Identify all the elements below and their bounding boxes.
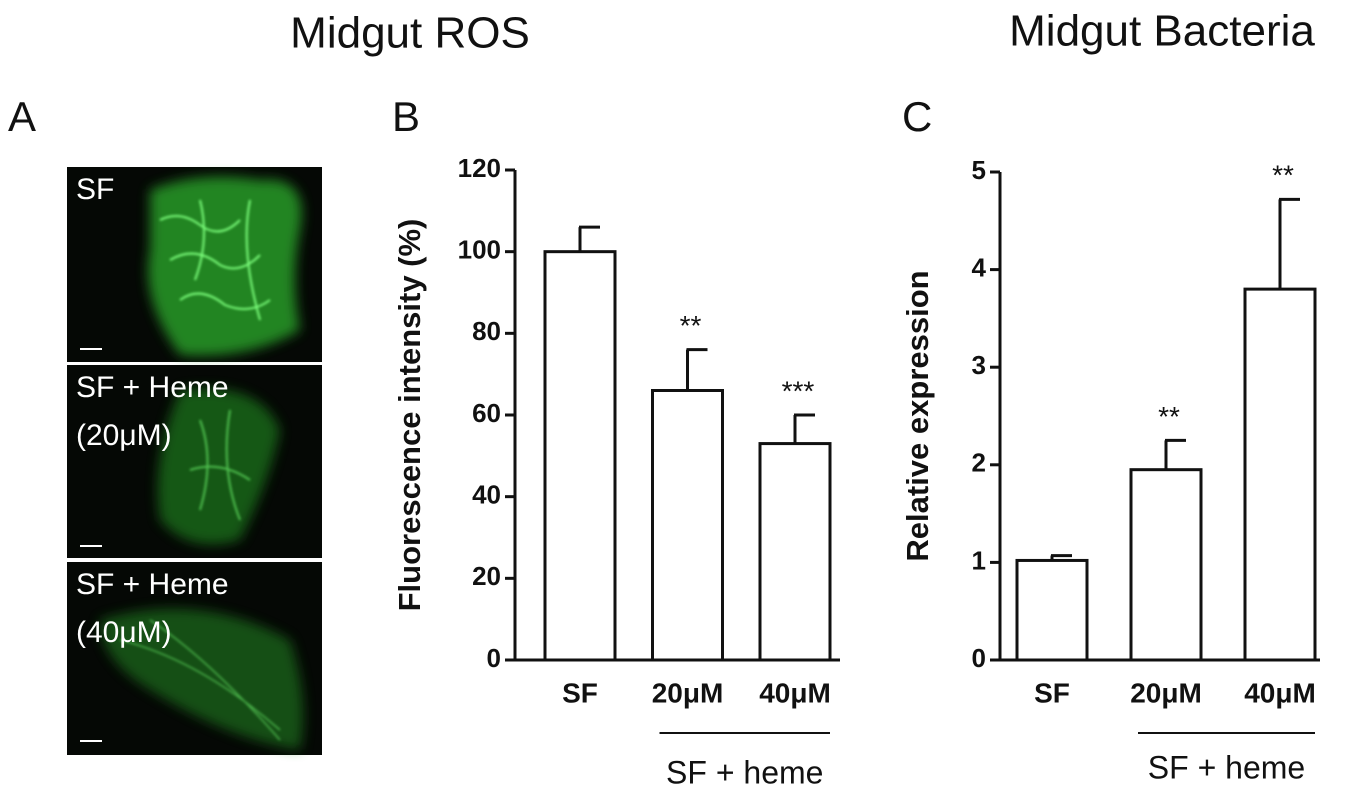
image-label: (40μM) <box>76 616 172 649</box>
heading: Midgut Bacteria <box>1009 7 1315 56</box>
y-tick-label: 0 <box>972 643 986 673</box>
significance: ** <box>680 310 702 341</box>
group-label: SF + heme <box>1148 749 1305 785</box>
significance: *** <box>782 375 815 406</box>
x-tick-label: SF <box>562 677 598 708</box>
panel-label: A <box>8 93 36 140</box>
x-tick-label: 40μM <box>759 677 831 708</box>
panel-label: B <box>392 93 420 140</box>
bar <box>1243 287 1317 662</box>
y-tick-label: 2 <box>972 448 986 478</box>
y-axis-label: Fluorescence intensity (%) <box>392 219 427 612</box>
image-label: SF + Heme <box>76 568 229 601</box>
significance: ** <box>1158 401 1180 432</box>
y-tick-label: 120 <box>458 153 501 183</box>
micrograph <box>67 365 322 558</box>
group-label: SF + heme <box>666 754 823 790</box>
heading: Midgut ROS <box>290 9 530 58</box>
x-tick-label: 40μM <box>1244 677 1316 708</box>
y-tick-label: 3 <box>972 350 986 380</box>
y-axis-label: Relative expression <box>900 270 935 561</box>
bar <box>651 389 724 662</box>
significance: ** <box>1272 160 1294 191</box>
image-label: SF + Heme <box>76 371 229 404</box>
x-tick-label: SF <box>1034 677 1070 708</box>
image-label: (20μM) <box>76 419 172 452</box>
y-tick-label: 4 <box>972 252 987 282</box>
y-tick-label: 80 <box>472 316 501 346</box>
panel-label: C <box>902 93 932 140</box>
image-label: SF <box>76 173 114 206</box>
bar <box>1129 468 1203 662</box>
y-tick-label: 5 <box>972 155 986 185</box>
micrograph <box>67 562 322 755</box>
bar <box>1015 558 1089 662</box>
bar <box>543 250 617 662</box>
y-tick-label: 100 <box>458 235 501 265</box>
bar <box>758 442 832 662</box>
y-tick-label: 0 <box>487 643 501 673</box>
x-tick-label: 20μM <box>652 677 724 708</box>
y-tick-label: 20 <box>472 561 501 591</box>
x-tick-label: 20μM <box>1130 677 1202 708</box>
y-tick-label: 60 <box>472 398 501 428</box>
y-tick-label: 1 <box>972 545 986 575</box>
micrograph <box>67 167 322 362</box>
y-tick-label: 40 <box>472 480 501 510</box>
